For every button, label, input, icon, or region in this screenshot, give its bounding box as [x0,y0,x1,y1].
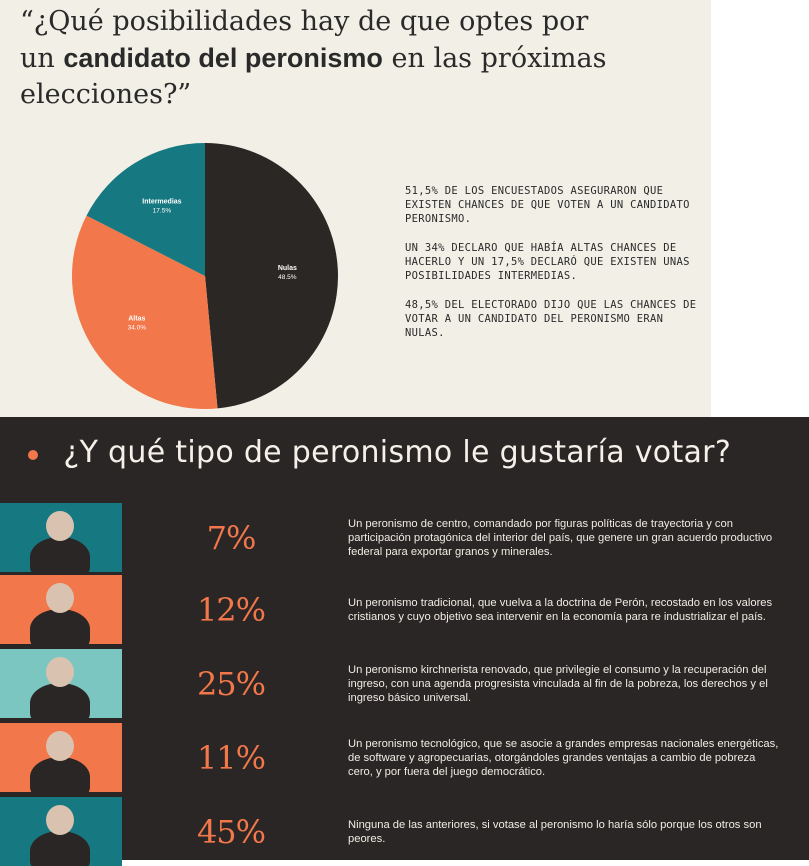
option-description: Un peronismo tecnológico, que se asocie … [348,737,779,778]
bullet-dot-icon [28,450,38,460]
option-percentage: 45% [196,812,266,851]
option-description: Un peronismo kirchnerista renovado, que … [348,663,768,704]
summary-paragraph-3: 48,5% DEL ELECTORADO DIJO QUE LAS CHANCE… [405,299,697,339]
option-row: 7% Un peronismo de centro, comandado por … [0,503,809,572]
slice-value-label: 17.5% [153,208,172,215]
summary-paragraph-2: UN 34% DECLARO QUE HABÍA ALTAS CHANCES D… [405,242,690,282]
summary-paragraph-1: 51,5% DE LOS ENCUESTADOS ASEGURARON QUE … [405,185,690,225]
options-panel: ¿Y qué tipo de peronismo le gustaría vot… [0,417,809,866]
politician-photo [0,649,122,718]
pie-slice-altas [72,215,218,409]
chart-title: “¿Qué posibilidades hay de que optes por… [20,6,607,110]
option-row: 11% Un peronismo tecnológico, que se asoc… [0,723,809,792]
option-description: Un peronismo de centro, comandado por fi… [348,517,773,558]
politician-photo [0,723,122,792]
slice-label: Intermedias [142,199,181,206]
option-description: Un peronismo tradicional, que vuelva a l… [348,596,773,623]
pie-slice-intermedias [86,143,205,276]
politician-photo [0,575,122,644]
pie-panel: “¿Qué posibilidades hay de que optes por… [0,0,711,417]
option-row: 25% Un peronismo kirchnerista renovado, q… [0,649,809,718]
summary-text: 51,5% DE LOS ENCUESTADOS ASEGURARON QUE … [405,184,705,355]
slice-value-label: 34.0% [128,324,147,331]
slice-value-label: 48.5% [278,274,297,281]
option-percentage: 11% [196,738,266,777]
option-description: Ninguna de las anteriores, si votase al … [348,818,762,845]
section-title: ¿Y qué tipo de peronismo le gustaría vot… [63,435,732,470]
option-row: 12% Un peronismo tradicional, que vuelva … [0,575,809,644]
pie-chart: Nulas 48.5% Altas 34.0% Intermedias 17.5% [72,143,338,409]
option-percentage: 25% [196,664,266,703]
politician-photo [0,797,122,866]
politician-photo [0,503,122,572]
slice-label: Nulas [278,265,297,272]
slice-label: Altas [128,315,145,322]
option-row: 45% Ninguna de las anteriores, si votase … [0,797,809,866]
pie-slice-nulas [205,143,338,409]
option-percentage: 12% [196,590,266,629]
option-percentage: 7% [206,518,257,557]
